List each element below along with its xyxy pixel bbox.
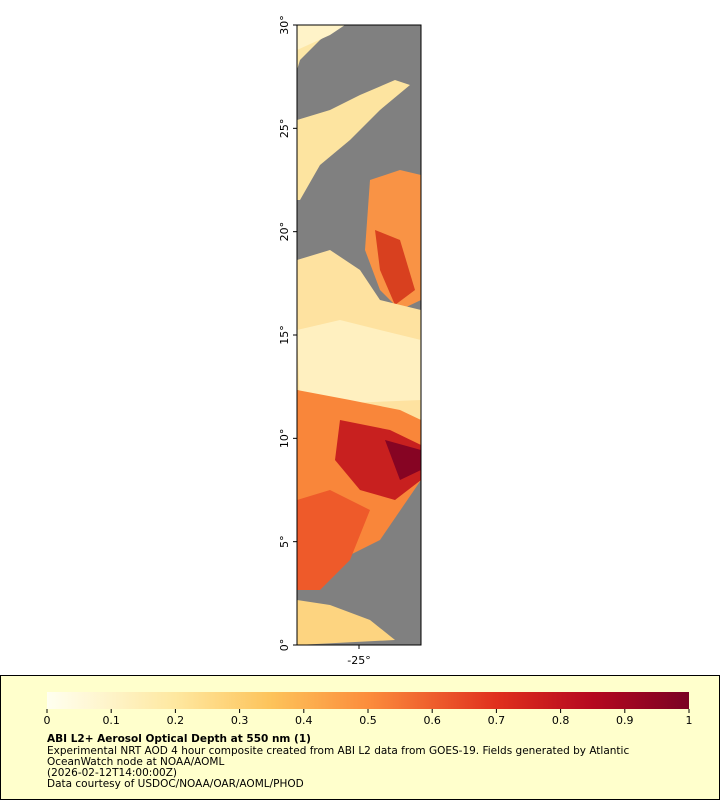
caption-line: (2026-02-12T14:00:00Z) [47,767,177,779]
colorbar-tick-label: 0.9 [616,714,634,727]
colorbar-tick-label: 0.1 [102,714,120,727]
y-tick-label: 25° [278,119,291,139]
y-tick-label: 0° [278,639,291,652]
y-tick-label: 5° [278,535,291,548]
caption-line: OceanWatch node at NOAA/AOML [47,756,224,768]
y-tick-label: 20° [278,222,291,242]
map-image [297,25,421,645]
caption-line: Experimental NRT AOD 4 hour composite cr… [47,745,629,757]
colorbar-tick-label: 0.4 [295,714,313,727]
colorbar-tick-label: 0.2 [167,714,185,727]
legend-title: ABI L2+ Aerosol Optical Depth at 550 nm … [47,733,311,745]
colorbar-tick-label: 0.7 [488,714,506,727]
x-tick-label: -25° [347,654,370,667]
colorbar-tick-label: 0 [44,714,51,727]
colorbar-tick-label: 1 [686,714,693,727]
colorbar [47,692,689,709]
y-tick-label: 30° [278,15,291,35]
colorbar-tick-label: 0.8 [552,714,570,727]
y-tick-label: 15° [278,325,291,345]
colorbar-tick-label: 0.3 [231,714,249,727]
caption-line: Data courtesy of USDOC/NOAA/OAR/AOML/PHO… [47,778,304,790]
colorbar-tick-label: 0.6 [423,714,441,727]
colorbar-tick-label: 0.5 [359,714,377,727]
y-tick-label: 10° [278,429,291,449]
